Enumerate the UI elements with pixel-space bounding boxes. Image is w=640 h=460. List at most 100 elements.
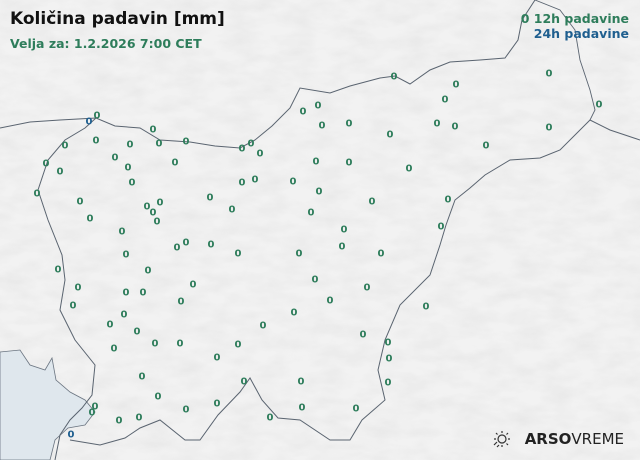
station-12h-value: 0 (183, 238, 190, 249)
station-12h-value: 0 (145, 266, 152, 277)
station-12h-value: 0 (152, 339, 159, 350)
station-12h-value: 0 (299, 403, 306, 414)
station-12h-value: 0 (178, 297, 185, 308)
legend-24h: 24h padavine (533, 26, 629, 41)
station-12h-value: 0 (378, 249, 385, 260)
station-12h-value: 0 (442, 95, 449, 106)
station-12h-value: 0 (154, 217, 161, 228)
station-12h-value: 0 (172, 158, 179, 169)
station-12h-value: 0 (214, 353, 221, 364)
valid-time: Velja za: 1.2.2026 7:00 CET (10, 36, 202, 51)
station-12h-value: 0 (453, 80, 460, 91)
station-12h-value: 0 (70, 301, 77, 312)
station-12h-value: 0 (183, 405, 190, 416)
station-12h-value: 0 (391, 72, 398, 83)
station-12h-value: 0 (123, 250, 130, 261)
station-12h-value: 0 (434, 119, 441, 130)
legend-12h-label: 12h padavine (533, 11, 629, 26)
station-12h-value: 0 (260, 321, 267, 332)
station-12h-value: 0 (116, 416, 123, 427)
station-12h-value: 0 (94, 111, 101, 122)
adriatic-sea (0, 349, 96, 460)
hungary-border (534, 0, 596, 121)
station-12h-value: 0 (483, 141, 490, 152)
station-12h-value: 0 (129, 178, 136, 189)
station-12h-value: 0 (127, 140, 134, 151)
station-12h-value: 0 (546, 69, 553, 80)
station-12h-value: 0 (308, 208, 315, 219)
station-12h-value: 0 (387, 130, 394, 141)
station-12h-value: 0 (313, 157, 320, 168)
station-12h-value: 0 (290, 177, 297, 188)
station-12h-value: 0 (319, 121, 326, 132)
station-12h-value: 0 (353, 404, 360, 415)
station-12h-value: 0 (208, 240, 215, 251)
station-12h-value: 0 (546, 123, 553, 134)
station-12h-value: 0 (291, 308, 298, 319)
station-12h-value: 0 (385, 378, 392, 389)
station-12h-value: 0 (144, 202, 151, 213)
station-24h-value: 0 (86, 117, 93, 128)
legend: 0 12h padavine 24h padavine (521, 11, 629, 41)
station-12h-value: 0 (207, 193, 214, 204)
station-12h-value: 0 (55, 265, 62, 276)
station-12h-value: 0 (339, 242, 346, 253)
map-title: Količina padavin [mm] (10, 9, 225, 29)
station-12h-value: 0 (62, 141, 69, 152)
station-12h-value: 0 (112, 153, 119, 164)
station-12h-value: 0 (123, 288, 130, 299)
station-12h-value: 0 (75, 283, 82, 294)
country-border-south (37, 117, 640, 460)
station-12h-value: 0 (92, 402, 99, 413)
station-12h-value: 0 (155, 392, 162, 403)
station-12h-value: 0 (315, 101, 322, 112)
station-12h-value: 0 (423, 302, 430, 313)
station-12h-value: 0 (267, 413, 274, 424)
station-12h-value: 0 (134, 327, 141, 338)
station-12h-value: 0 (140, 288, 147, 299)
station-12h-value: 0 (346, 119, 353, 130)
station-12h-value: 0 (298, 377, 305, 388)
station-12h-value: 0 (150, 125, 157, 136)
station-24h-value: 0 (68, 430, 75, 441)
station-12h-value: 0 (369, 197, 376, 208)
station-12h-value: 0 (312, 275, 319, 286)
station-12h-value: 0 (235, 340, 242, 351)
station-12h-value: 0 (296, 249, 303, 260)
station-12h-value: 0 (214, 399, 221, 410)
logo-product: VREME (571, 430, 624, 448)
station-12h-value: 0 (316, 187, 323, 198)
station-12h-value: 0 (235, 249, 242, 260)
station-12h-value: 0 (119, 227, 126, 238)
station-12h-value: 0 (89, 408, 96, 419)
station-12h-value: 0 (248, 139, 255, 150)
station-12h-value: 0 (157, 198, 164, 209)
station-12h-value: 0 (107, 320, 114, 331)
station-12h-value: 0 (239, 178, 246, 189)
station-12h-value: 0 (34, 189, 41, 200)
country-border (0, 0, 536, 149)
station-12h-value: 0 (364, 283, 371, 294)
station-12h-value: 0 (93, 136, 100, 147)
station-12h-value: 0 (596, 100, 603, 111)
station-12h-value: 0 (183, 137, 190, 148)
station-12h-value: 0 (190, 280, 197, 291)
station-12h-value: 0 (174, 243, 181, 254)
station-12h-value: 0 (87, 214, 94, 225)
station-12h-value: 0 (252, 175, 259, 186)
station-12h-value: 0 (125, 163, 132, 174)
station-12h-value: 0 (257, 149, 264, 160)
station-12h-value: 0 (300, 107, 307, 118)
logo-brand: ARSO (524, 430, 572, 448)
station-12h-value: 0 (139, 372, 146, 383)
station-12h-value: 0 (57, 167, 64, 178)
station-12h-value: 0 (385, 338, 392, 349)
station-12h-value: 0 (150, 208, 157, 219)
station-12h-value: 0 (77, 197, 84, 208)
station-12h-value: 0 (360, 330, 367, 341)
station-12h-value: 0 (229, 205, 236, 216)
station-12h-value: 0 (341, 225, 348, 236)
arso-logo: ARSOVREME (491, 430, 624, 448)
